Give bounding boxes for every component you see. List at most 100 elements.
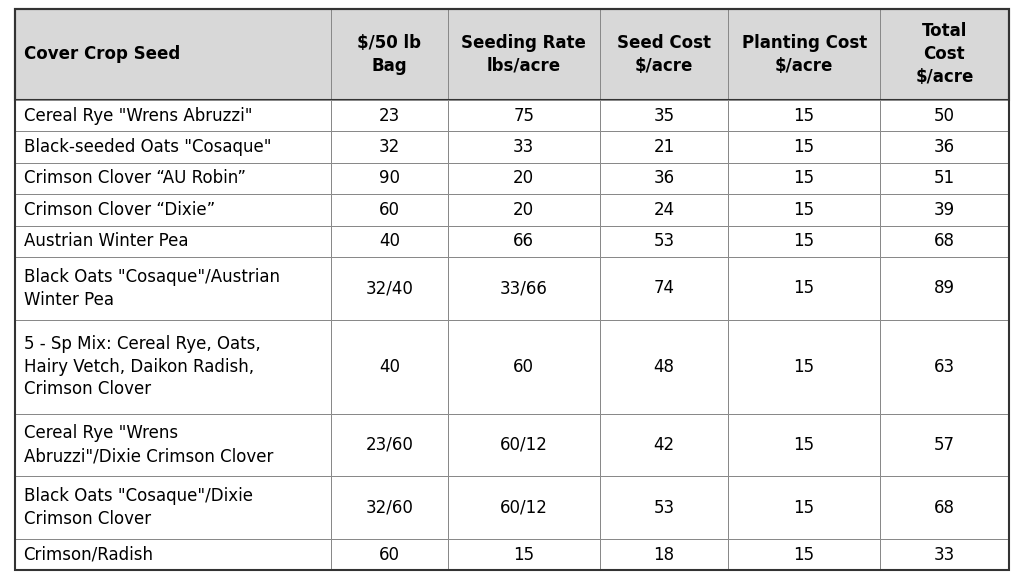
Bar [728,413,880,477]
Text: 15: 15 [513,545,535,563]
Text: 63: 63 [934,358,955,376]
Bar [447,477,600,539]
Text: 32/40: 32/40 [366,279,414,297]
Bar [331,257,447,320]
Text: 57: 57 [934,436,954,454]
Bar [600,131,728,163]
Bar [880,100,1009,131]
Bar [15,225,331,257]
Bar [331,194,447,225]
Text: Black Oats "Cosaque"/Austrian
Winter Pea: Black Oats "Cosaque"/Austrian Winter Pea [24,267,280,309]
Text: Crimson Clover “Dixie”: Crimson Clover “Dixie” [24,201,215,219]
Bar [728,100,880,131]
Text: 90: 90 [379,170,399,188]
Text: 60: 60 [379,201,399,219]
Text: 60/12: 60/12 [500,436,548,454]
Bar [880,320,1009,413]
Text: Cereal Rye "Wrens Abruzzi": Cereal Rye "Wrens Abruzzi" [24,107,252,125]
Text: 35: 35 [653,107,675,125]
Bar [880,225,1009,257]
Bar [447,131,600,163]
Text: Crimson Clover “AU Robin”: Crimson Clover “AU Robin” [24,170,246,188]
Bar [15,194,331,225]
Bar [15,9,331,100]
Bar [600,9,728,100]
Bar [600,539,728,570]
Text: Seeding Rate
lbs/acre: Seeding Rate lbs/acre [461,34,586,75]
Bar [15,477,331,539]
Bar [331,539,447,570]
Bar [600,163,728,194]
Text: 15: 15 [794,138,815,156]
Text: 15: 15 [794,107,815,125]
Text: 24: 24 [653,201,675,219]
Text: 36: 36 [653,170,675,188]
Text: 33: 33 [513,138,535,156]
Bar [15,131,331,163]
Bar [600,320,728,413]
Text: 42: 42 [653,436,675,454]
Text: 68: 68 [934,232,954,250]
Text: 36: 36 [934,138,955,156]
Text: 53: 53 [653,499,675,516]
Bar [15,413,331,477]
Bar [880,163,1009,194]
Bar [728,131,880,163]
Text: 23: 23 [379,107,400,125]
Text: $/50 lb
Bag: $/50 lb Bag [357,34,421,75]
Bar [447,194,600,225]
Bar [15,320,331,413]
Bar [728,477,880,539]
Bar [331,131,447,163]
Bar [447,9,600,100]
Text: 33/66: 33/66 [500,279,548,297]
Text: 18: 18 [653,545,675,563]
Text: Cereal Rye "Wrens
Abruzzi"/Dixie Crimson Clover: Cereal Rye "Wrens Abruzzi"/Dixie Crimson… [24,424,273,466]
Bar [880,539,1009,570]
Bar [447,100,600,131]
Bar [600,225,728,257]
Text: 40: 40 [379,232,399,250]
Text: Total
Cost
$/acre: Total Cost $/acre [915,23,974,86]
Bar [331,477,447,539]
Text: 32: 32 [379,138,400,156]
Bar [15,539,331,570]
Bar [728,163,880,194]
Bar [600,100,728,131]
Bar [600,477,728,539]
Bar [600,413,728,477]
Text: 15: 15 [794,279,815,297]
Bar [331,163,447,194]
Text: 20: 20 [513,170,535,188]
Bar [880,413,1009,477]
Text: 39: 39 [934,201,955,219]
Text: 20: 20 [513,201,535,219]
Bar [728,539,880,570]
Bar [880,257,1009,320]
Bar [728,225,880,257]
Bar [447,413,600,477]
Bar [331,100,447,131]
Bar [600,194,728,225]
Text: Seed Cost
$/acre: Seed Cost $/acre [616,34,711,75]
Bar [728,257,880,320]
Text: 66: 66 [513,232,535,250]
Text: 23/60: 23/60 [366,436,414,454]
Text: Black-seeded Oats "Cosaque": Black-seeded Oats "Cosaque" [24,138,271,156]
Text: Austrian Winter Pea: Austrian Winter Pea [24,232,188,250]
Bar [15,9,1009,100]
Bar [447,257,600,320]
Text: 60: 60 [379,545,399,563]
Text: 75: 75 [513,107,535,125]
Bar [447,320,600,413]
Text: 15: 15 [794,358,815,376]
Bar [880,477,1009,539]
Bar [880,194,1009,225]
Text: 60: 60 [513,358,535,376]
Text: 68: 68 [934,499,954,516]
Text: 15: 15 [794,436,815,454]
Bar [331,225,447,257]
Bar [15,100,331,131]
Text: 5 - Sp Mix: Cereal Rye, Oats,
Hairy Vetch, Daikon Radish,
Crimson Clover: 5 - Sp Mix: Cereal Rye, Oats, Hairy Vetc… [24,335,260,398]
Text: 53: 53 [653,232,675,250]
